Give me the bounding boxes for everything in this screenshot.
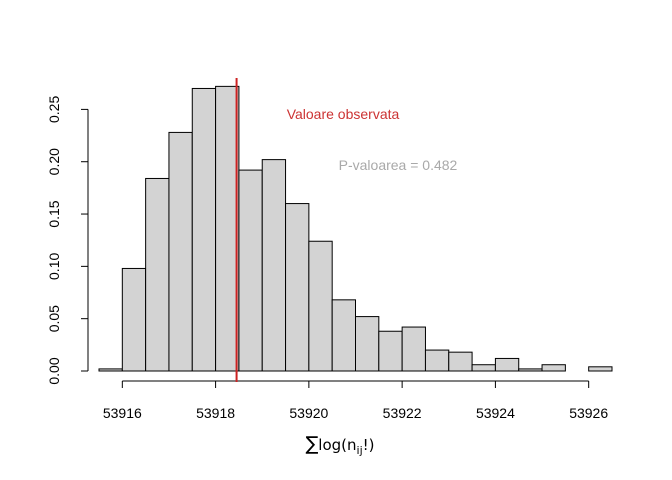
y-tick-label: 0.25	[46, 96, 62, 123]
histogram-bar	[308, 240, 333, 372]
histogram-bar	[471, 364, 496, 372]
p-value-annotation: P-valoarea = 0.482	[339, 157, 458, 173]
histogram-bar	[145, 177, 170, 372]
x-axis-label-text: log(n	[318, 436, 356, 454]
x-axis-label: ∑log(nij!)	[305, 433, 374, 457]
histogram-bar	[285, 203, 310, 372]
histogram-bar	[261, 159, 287, 372]
y-tick-label: 0.00	[46, 357, 62, 384]
histogram-bar	[424, 349, 450, 372]
histogram-bar	[168, 131, 193, 372]
x-tick-label: 53918	[196, 405, 235, 421]
x-tick-label: 53926	[569, 405, 608, 421]
sum-symbol: ∑	[305, 433, 318, 455]
y-axis: 0.00 0.05 0.10 0.15 0.20 0.25	[46, 96, 89, 385]
histogram-bar	[378, 330, 403, 372]
x-tick-label: 53922	[383, 405, 422, 421]
y-tick-label: 0.15	[46, 200, 62, 227]
histogram-bar	[494, 357, 520, 372]
histogram-bars	[98, 85, 613, 372]
histogram-bar	[448, 351, 473, 372]
x-axis: 53916 53918 53920 53922 53924 53926	[103, 380, 608, 421]
histogram-bar	[215, 85, 240, 372]
histogram-bar	[588, 366, 613, 372]
histogram-bar	[518, 368, 543, 372]
histogram-bar	[98, 368, 123, 372]
histogram-bar	[331, 299, 356, 372]
x-axis-label-end: !)	[363, 436, 375, 454]
histogram-bar	[541, 364, 566, 372]
y-tick-label: 0.20	[46, 148, 62, 175]
x-tick-label: 53916	[103, 405, 142, 421]
x-axis-label-subscript: ij	[357, 444, 363, 457]
histogram-bar	[401, 326, 426, 372]
x-tick-label: 53920	[289, 405, 328, 421]
y-tick-label: 0.05	[46, 305, 62, 332]
y-tick-label: 0.10	[46, 253, 62, 280]
observed-value-annotation: Valoare observata	[287, 106, 400, 122]
x-tick-label: 53924	[476, 405, 515, 421]
histogram-bar	[121, 267, 147, 372]
histogram-bar	[355, 316, 380, 372]
histogram-bar	[238, 169, 263, 372]
histogram-bar	[191, 87, 217, 372]
